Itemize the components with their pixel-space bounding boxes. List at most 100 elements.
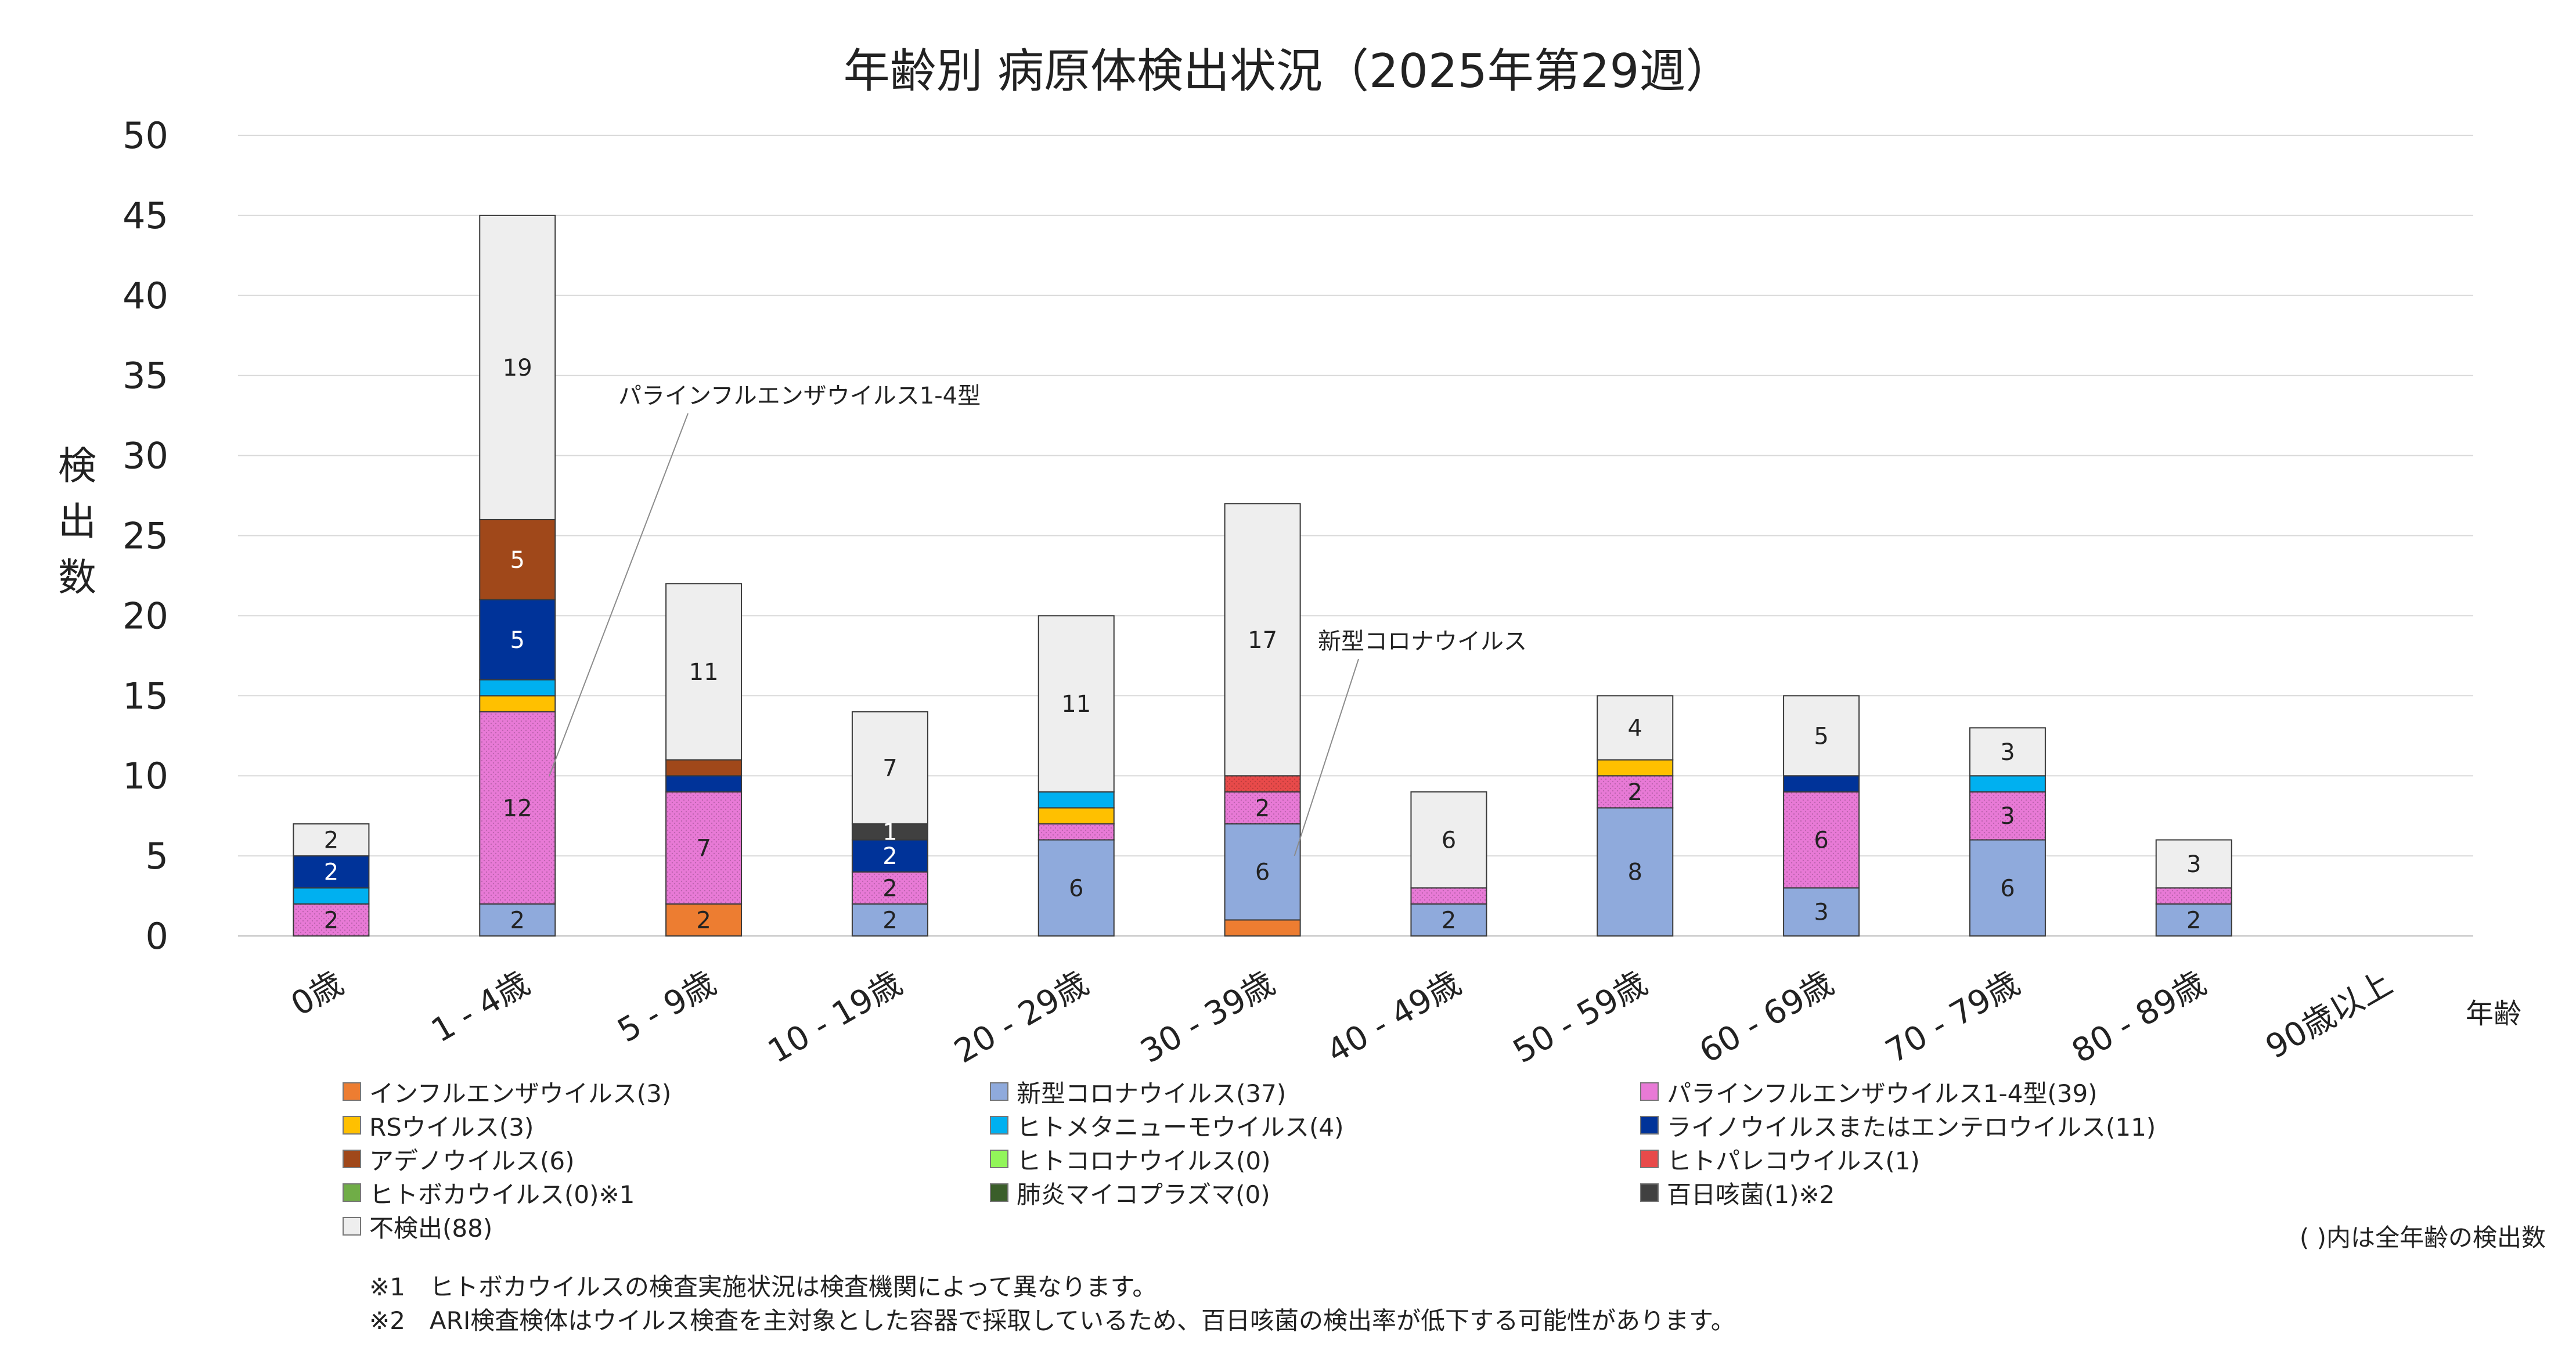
legend-item: 肺炎マイコプラズマ(0) [990, 1176, 1270, 1209]
x-tick-label: 30 - 39歳 [1134, 964, 1281, 1071]
x-axis-label: 年齢 [2466, 998, 2521, 1030]
chart-title: 年齢別 病原体検出状況（2025年第29週） [844, 44, 1732, 98]
data-label: 8 [1628, 859, 1642, 886]
bar-segment [1224, 503, 1301, 777]
x-tick-label: 70 - 79歳 [1879, 964, 2026, 1071]
data-label: 6 [1069, 875, 1083, 902]
legend-label: 百日咳菌(1)※2 [1667, 1180, 1835, 1209]
x-tick-label: 10 - 19歳 [762, 964, 909, 1071]
y-tick-label: 10 [123, 755, 168, 797]
annotation-leader-line [549, 413, 689, 776]
bar-segment [1597, 759, 1674, 777]
data-label: 11 [689, 659, 719, 686]
data-label: 3 [2000, 803, 2015, 830]
bar-segment-texture [852, 872, 928, 904]
legend-swatch [1640, 1150, 1659, 1168]
x-tick-label: 50 - 59歳 [1507, 964, 1653, 1071]
legend-swatch [343, 1150, 361, 1168]
bar-segment-texture [1224, 791, 1300, 824]
footnote-2: ※2 ARI検査検体はウイルス検査を主対象とした容器で採取しているため、百日咳菌… [369, 1306, 1735, 1335]
legend-swatch [343, 1082, 361, 1101]
bar-segment [479, 903, 556, 937]
legend-swatch [990, 1082, 1008, 1101]
bar-segment [1224, 919, 1301, 937]
bar-segment [479, 518, 556, 600]
data-label: 2 [882, 907, 897, 934]
bar-segment [1783, 695, 1860, 777]
data-label: 2 [324, 859, 338, 886]
bars [293, 214, 2232, 937]
bar-segment [1597, 695, 1674, 761]
legend-item: ヒトコロナウイルス(0) [990, 1143, 1271, 1175]
bar-segment [479, 695, 556, 712]
legend-item: 不検出(88) [343, 1210, 492, 1243]
x-tick-label: 1 - 4歳 [425, 964, 536, 1050]
data-label: 2 [882, 875, 897, 902]
data-label: 6 [2000, 875, 2015, 902]
bar-segment [1783, 887, 1860, 937]
bar-segment-texture [1224, 776, 1300, 792]
data-label: 11 [1061, 691, 1091, 718]
bar-segment [1037, 615, 1115, 793]
y-tick-label: 0 [146, 915, 168, 957]
bar-segment [293, 823, 370, 857]
legend-item: パラインフルエンザウイルス1-4型(39) [1640, 1075, 2098, 1108]
annotation-label: 新型コロナウイルス [1318, 628, 1527, 655]
legend-item: アデノウイルス(6) [343, 1143, 575, 1175]
legend-label: ライノウイルスまたはエンテロウイルス(11) [1667, 1112, 2156, 1141]
y-tick-label: 25 [123, 515, 168, 557]
legend-item: RSウイルス(3) [343, 1109, 534, 1141]
legend-label: 肺炎マイコプラズマ(0) [1017, 1180, 1270, 1209]
data-label: 7 [696, 835, 711, 862]
bar-segment [1410, 791, 1487, 889]
legend-swatch [343, 1217, 361, 1236]
bar-segment [665, 583, 743, 761]
data-label: 19 [503, 355, 532, 381]
data-label: 2 [324, 907, 338, 934]
data-label: 12 [503, 795, 532, 822]
legend-label: RSウイルス(3) [369, 1112, 534, 1141]
bar-segment [851, 711, 928, 824]
x-axis-ticks: 0歳 1 - 4歳 5 - 9歳 10 - 19歳 20 - 29歳 30 - 39歳 40… [285, 964, 2399, 1071]
legend-item: ヒトメタニューモウイルス(4) [990, 1109, 1344, 1141]
gridlines [238, 135, 2473, 937]
legend-swatch [343, 1116, 361, 1135]
data-label: 3 [1814, 899, 1828, 926]
legend-item: ヒトボカウイルス(0)※1 [343, 1176, 635, 1209]
legend-label: ヒトボカウイルス(0)※1 [369, 1180, 635, 1209]
bar-segment [1969, 775, 2046, 793]
bar-segment-texture [1411, 888, 1487, 904]
legend-label: 新型コロナウイルス(37) [1017, 1079, 1287, 1108]
x-tick-label: 40 - 49歳 [1321, 964, 1468, 1071]
bar-segment-texture [1969, 791, 2045, 840]
y-tick-label: 5 [146, 835, 168, 877]
y-axis-label-char: 数 [58, 555, 96, 600]
data-label: 2 [2186, 907, 2201, 934]
bar-segment [1969, 839, 2046, 937]
y-tick-label: 20 [123, 595, 168, 637]
bar-segment-texture [293, 903, 369, 936]
bar-segment [293, 855, 370, 889]
legend-item: インフルエンザウイルス(3) [343, 1075, 671, 1108]
x-tick-label: 20 - 29歳 [948, 964, 1095, 1071]
legend-swatch [1640, 1082, 1659, 1101]
bar-segment [2155, 839, 2232, 889]
bar-segment [851, 903, 928, 937]
annotation-label: パラインフルエンザウイルス1-4型 [618, 383, 981, 409]
legend-swatch [1640, 1116, 1659, 1135]
bar-segment-texture [2156, 888, 2232, 904]
data-label: 17 [1248, 627, 1277, 654]
footnote-1: ※1 ヒトボカウイルスの検査実施状況は検査機関によって異なります。 [369, 1273, 1157, 1301]
x-tick-label: 0歳 [285, 964, 350, 1024]
legend-item: 百日咳菌(1)※2 [1640, 1176, 1835, 1209]
data-label: 2 [1255, 795, 1270, 822]
bar-segment [851, 839, 928, 873]
bar-segment [665, 775, 743, 793]
y-axis-ticks: 0 5 10 15 20 25 30 35 40 45 50 [123, 114, 168, 957]
data-label: 6 [1814, 827, 1828, 854]
bar-segment [851, 823, 928, 841]
y-tick-label: 15 [123, 675, 168, 717]
